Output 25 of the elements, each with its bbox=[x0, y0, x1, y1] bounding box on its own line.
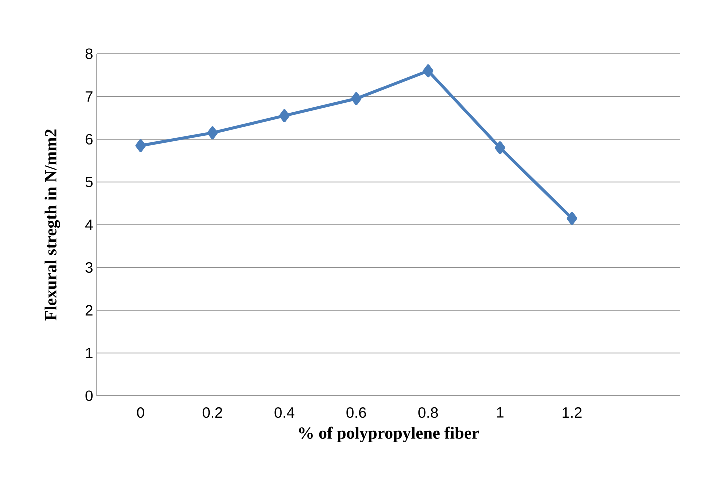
y-tick-label: 4 bbox=[86, 220, 94, 230]
y-tick-label: 5 bbox=[86, 177, 93, 188]
y-tick-label: 2 bbox=[86, 305, 93, 316]
x-axis-title: % of polypropylene fiber bbox=[299, 426, 480, 443]
x-tick-label: 0.6 bbox=[346, 408, 366, 418]
point bbox=[495, 142, 506, 155]
y-tick-label: 6 bbox=[86, 134, 93, 145]
y-tick-label: 3 bbox=[86, 262, 93, 274]
point bbox=[136, 139, 146, 152]
point bbox=[279, 110, 290, 122]
x-tick-label: 0.2 bbox=[202, 408, 222, 418]
y-axis-title: Flexural stregth in N/mm2 bbox=[44, 130, 60, 321]
y-tick-label: 0 bbox=[86, 390, 93, 402]
y-tick-label: 1 bbox=[86, 348, 93, 358]
y-tick-label: 8 bbox=[86, 48, 93, 60]
x-tick-label: 1.2 bbox=[562, 408, 582, 418]
point bbox=[566, 212, 578, 226]
point bbox=[423, 64, 434, 78]
x-tick-label: 0.4 bbox=[274, 408, 295, 418]
point bbox=[351, 92, 362, 106]
point bbox=[208, 126, 218, 140]
y-tick-label: 7 bbox=[86, 92, 93, 102]
x-tick-label: 0 bbox=[137, 408, 144, 418]
x-tick-label: 0.8 bbox=[418, 408, 438, 418]
x-tick-label: 1 bbox=[497, 408, 504, 418]
